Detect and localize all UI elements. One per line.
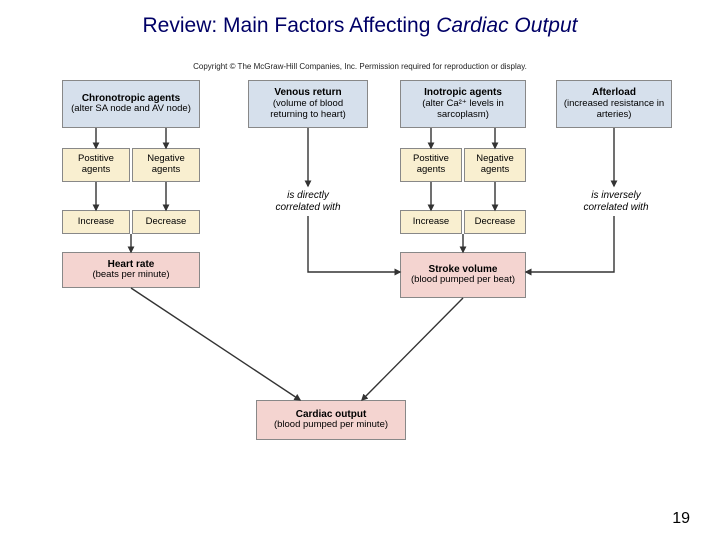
box-chrono-sub: (alter SA node and AV node) [71, 104, 191, 115]
box-chrono_neg-sub: Negative agents [137, 154, 195, 176]
copyright-notice: Copyright © The McGraw-Hill Companies, I… [0, 62, 720, 71]
box-chrono: Chronotropic agents(alter SA node and AV… [62, 80, 200, 128]
page-number: 19 [672, 510, 690, 528]
box-ino_neg: Negative agents [464, 148, 526, 182]
box-afterload: Afterload(increased resistance in arteri… [556, 80, 672, 128]
box-venous-sub: (volume of blood returning to heart) [253, 99, 363, 121]
box-afterload-sub: (increased resistance in arteries) [561, 99, 667, 121]
box-ino_pos: Postitive agents [400, 148, 462, 182]
box-heart_rate-sub: (beats per minute) [92, 270, 169, 281]
box-cardiac_out: Cardiac output(blood pumped per minute) [256, 400, 406, 440]
box-hr_inc-sub: Increase [78, 217, 114, 228]
box-stroke_vol-sub: (blood pumped per beat) [411, 275, 515, 286]
box-sv_dec: Decrease [464, 210, 526, 234]
edge-label-venous_corr: is directlycorrelated with [258, 190, 358, 213]
box-cardiac_out-sub: (blood pumped per minute) [274, 420, 388, 431]
box-heart_rate: Heart rate(beats per minute) [62, 252, 200, 288]
box-hr_dec-sub: Decrease [146, 217, 187, 228]
box-ino_pos-sub: Postitive agents [405, 154, 457, 176]
box-sv_dec-sub: Decrease [475, 217, 516, 228]
slide-title: Review: Main Factors Affecting Cardiac O… [0, 14, 720, 38]
box-sv_inc-sub: Increase [413, 217, 449, 228]
title-italic: Cardiac Output [436, 14, 577, 37]
box-sv_inc: Increase [400, 210, 462, 234]
box-inotropic: Inotropic agents(alter Ca²⁺ levels in sa… [400, 80, 526, 128]
box-chrono_pos-sub: Postitive agents [67, 154, 125, 176]
box-chrono_pos: Postitive agents [62, 148, 130, 182]
box-venous: Venous return(volume of blood returning … [248, 80, 368, 128]
box-hr_dec: Decrease [132, 210, 200, 234]
box-hr_inc: Increase [62, 210, 130, 234]
title-prefix: Review: Main Factors Affecting [143, 14, 437, 37]
box-inotropic-sub: (alter Ca²⁺ levels in sarcoplasm) [405, 99, 521, 121]
box-chrono_neg: Negative agents [132, 148, 200, 182]
box-stroke_vol: Stroke volume(blood pumped per beat) [400, 252, 526, 298]
box-ino_neg-sub: Negative agents [469, 154, 521, 176]
edge-label-afterload_corr: is inverselycorrelated with [566, 190, 666, 213]
